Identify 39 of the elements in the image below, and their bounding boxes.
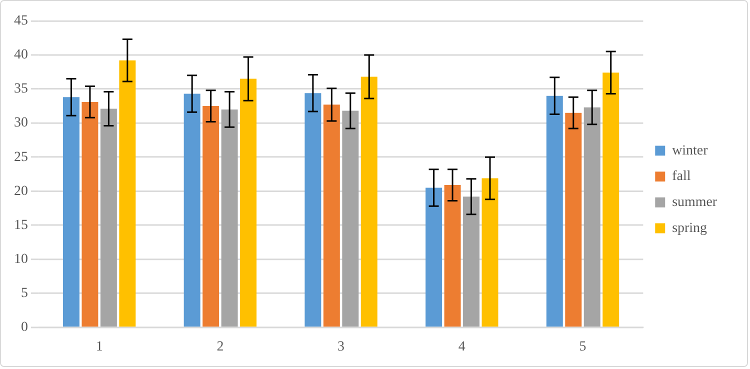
y-tick-label: 25 xyxy=(14,150,28,165)
bar xyxy=(221,109,238,327)
legend-label: summer xyxy=(672,195,718,210)
bar xyxy=(426,188,442,327)
y-tick-label: 15 xyxy=(14,218,28,233)
bar xyxy=(100,108,117,327)
bar xyxy=(184,94,200,327)
y-tick-label: 10 xyxy=(14,252,28,267)
bar xyxy=(565,112,582,327)
bar xyxy=(546,96,563,327)
bar xyxy=(482,178,498,327)
x-tick-label: 4 xyxy=(458,339,466,354)
x-tick-label: 5 xyxy=(579,339,586,354)
y-tick-label: 30 xyxy=(14,116,28,131)
bar xyxy=(602,72,620,327)
y-tick-label: 40 xyxy=(14,48,28,63)
y-tick-label: 45 xyxy=(14,14,28,29)
bar xyxy=(360,76,378,327)
bar xyxy=(119,60,136,327)
bar xyxy=(62,97,80,327)
y-tick-label: 20 xyxy=(14,184,28,199)
bar xyxy=(304,93,322,327)
legend-label: winter xyxy=(672,143,708,158)
bar xyxy=(342,110,359,327)
bar xyxy=(584,107,600,327)
y-tick-label: 0 xyxy=(20,320,28,336)
x-tick-label: 3 xyxy=(338,339,345,354)
bar xyxy=(202,106,220,327)
x-tick-label: 2 xyxy=(216,339,224,354)
y-tick-label: 35 xyxy=(14,82,28,97)
bar xyxy=(444,185,461,327)
bar xyxy=(82,102,98,327)
bar xyxy=(240,78,257,327)
x-tick-label: 1 xyxy=(96,339,103,354)
y-tick-label: 5 xyxy=(20,286,28,301)
legend-label: spring xyxy=(672,220,708,236)
legend-label: fall xyxy=(672,169,691,184)
bar xyxy=(323,104,340,327)
bar xyxy=(463,196,480,327)
